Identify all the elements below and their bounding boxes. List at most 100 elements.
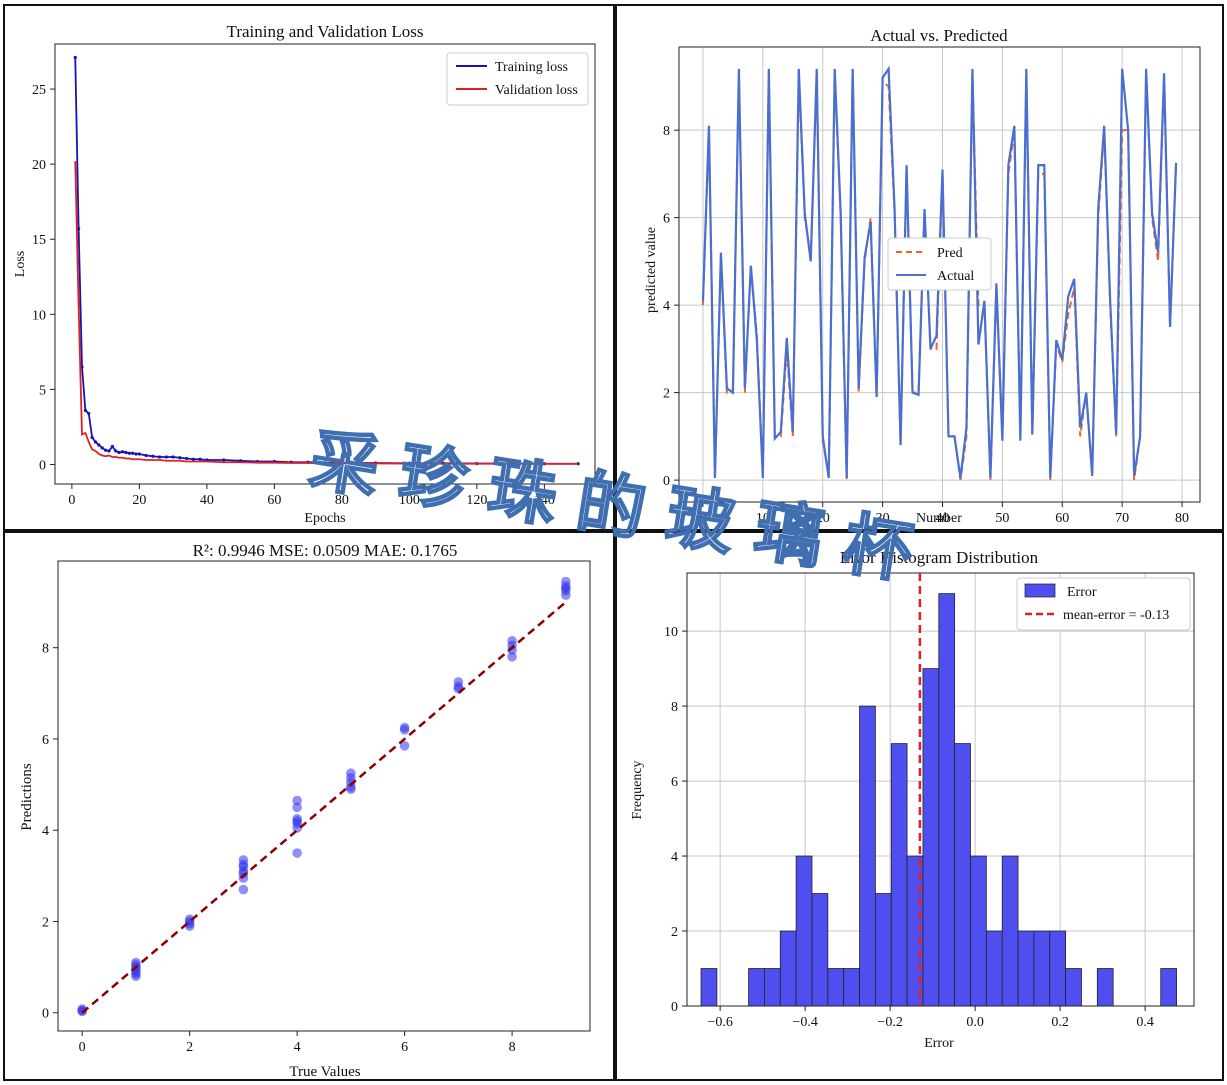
training-loss-point: [77, 227, 81, 231]
y-tick-label: 0: [42, 1007, 49, 1022]
x-tick-label: 4: [294, 1040, 301, 1055]
x-tick-label: 140: [534, 493, 555, 508]
x-tick-label: 2: [186, 1040, 193, 1055]
x-axis-label: Error: [924, 1036, 954, 1051]
x-axis-label: True Values: [289, 1064, 360, 1080]
histogram-bar: [1049, 930, 1067, 1007]
metrics-title: R²: 0.9946 MSE: 0.0509 MAE: 0.1765: [193, 541, 458, 560]
scatter-point: [346, 784, 356, 794]
x-tick-label: 20: [816, 511, 830, 526]
scatter-point: [399, 741, 410, 751]
x-tick-label: 0.2: [1051, 1015, 1069, 1030]
legend-label-error: Error: [1067, 585, 1097, 600]
ideal-fit-line: [81, 601, 567, 1014]
histogram-bar: [1160, 968, 1177, 1007]
y-axis-label: Frequency: [630, 760, 645, 819]
training-loss-point: [117, 450, 121, 455]
loss-chart-panel: 0 20 40 60 80 100 120 140 0 5 10 15 20 25 Training an…: [3, 4, 615, 531]
training-loss-point: [198, 457, 202, 461]
scatter-point: [238, 884, 249, 895]
y-tick-label: 8: [663, 124, 670, 139]
scatter-point: [238, 873, 249, 883]
histogram-bar: [764, 968, 781, 1007]
training-loss-point: [93, 440, 98, 444]
x-tick-label: 0.0: [966, 1015, 984, 1030]
scatter-point: [292, 795, 302, 806]
legend-swatch-error: [1024, 583, 1056, 598]
chart-title: Actual vs. Predicted: [870, 26, 1008, 45]
scatter-point: [184, 921, 195, 931]
y-tick-label: 4: [42, 824, 49, 839]
training-loss-point: [90, 435, 94, 440]
training-loss-point: [83, 408, 87, 413]
histogram-bar: [970, 855, 987, 1007]
y-tick-label: 5: [39, 383, 46, 398]
histogram-bar: [1096, 968, 1114, 1007]
x-tick-label: 0: [79, 1040, 86, 1055]
y-tick-label: 15: [32, 233, 46, 248]
x-tick-label: 70: [1115, 511, 1129, 526]
scatter-point: [238, 859, 249, 870]
scatter-point: [561, 590, 571, 601]
scatter-point: [292, 848, 302, 858]
histogram-bar: [827, 968, 845, 1007]
training-loss-point: [185, 456, 189, 461]
chart-title: Error Histogram Distribution: [840, 548, 1039, 567]
x-tick-label: −0.6: [707, 1015, 732, 1030]
scatter-point: [292, 816, 302, 826]
training-loss-point: [191, 457, 195, 461]
x-tick-label: 100: [399, 493, 420, 508]
training-loss-point: [80, 365, 84, 369]
training-loss-point: [87, 411, 91, 416]
training-loss-point: [104, 448, 108, 452]
training-loss-point: [151, 454, 155, 458]
training-loss-point: [164, 455, 168, 459]
training-loss-point: [110, 444, 114, 449]
legend-label-mean: mean-error = -0.13: [1063, 608, 1169, 623]
y-tick-label: 10: [664, 625, 678, 640]
actual-vs-predicted-panel: 0 10 20 30 40 50 60 70 80 0 2 4 6 8 Actual vs. Predic…: [615, 4, 1224, 531]
x-tick-label: 6: [401, 1040, 408, 1055]
actual-vs-predicted-chart: 0 10 20 30 40 50 60 70 80 0 2 4 6 8 Actual vs. Predic…: [644, 26, 1201, 526]
scatter-point: [292, 802, 302, 813]
training-loss-point: [178, 456, 182, 460]
training-loss-point: [158, 455, 162, 459]
y-tick-label: 8: [42, 642, 49, 657]
true-vs-predicted-scatter-panel: 0 2 4 6 8 0 2 4 6 8 R²: 0.9946 MSE: 0.0509 MAE: 0…: [3, 531, 615, 1081]
y-tick-label: 8: [671, 700, 678, 715]
y-tick-label: 0: [671, 1000, 678, 1015]
histogram-bar: [1017, 930, 1035, 1007]
legend: Training loss Validation loss: [446, 52, 589, 106]
x-tick-label: 10: [756, 511, 770, 526]
y-tick-label: 2: [42, 915, 49, 930]
histogram-bar: [922, 668, 940, 1007]
training-loss-point: [97, 443, 101, 447]
legend: Error mean-error = -0.13: [1016, 577, 1191, 631]
scatter-point: [507, 652, 517, 662]
x-tick-label: 60: [1055, 511, 1069, 526]
y-axis-label: predicted value: [644, 227, 659, 313]
training-loss-line: [74, 57, 579, 465]
scatter-point: [131, 971, 141, 982]
scatter-point: [292, 823, 302, 833]
legend: Pred Actual: [887, 237, 992, 291]
training-loss-point: [127, 451, 131, 455]
histogram-bar: [795, 855, 813, 1007]
x-tick-label: −0.4: [792, 1015, 817, 1030]
y-axis-label: Predictions: [19, 763, 35, 831]
loss-chart: 0 20 40 60 80 100 120 140 0 5 10 15 20 25 Training an…: [13, 22, 596, 526]
error-histogram: −0.6 −0.4 −0.2 0.0 0.2 0.4 0 2 4 6 8 10 Error Histo…: [630, 548, 1195, 1051]
histogram-bar: [700, 968, 718, 1007]
histogram-bar: [843, 968, 860, 1007]
training-loss-point: [137, 452, 141, 456]
y-tick-label: 6: [42, 733, 49, 748]
histogram-bar: [1065, 968, 1082, 1007]
x-axis-label: Number: [916, 511, 962, 526]
plot-frame: [57, 560, 591, 1032]
x-tick-label: 80: [335, 493, 349, 508]
training-loss-point: [114, 449, 118, 453]
histogram-bar: [954, 743, 971, 1007]
watermark: 采珍珠的玻璃杯: [304, 419, 941, 598]
y-axis-label: Loss: [13, 251, 28, 277]
x-tick-label: 8: [509, 1040, 516, 1055]
